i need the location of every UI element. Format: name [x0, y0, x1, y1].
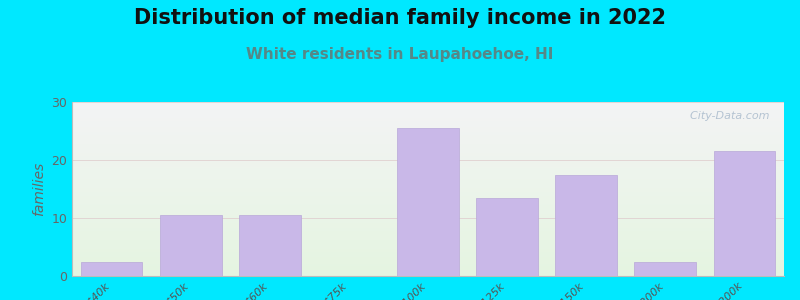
Bar	[714, 151, 775, 276]
Bar	[239, 215, 301, 276]
Bar	[555, 175, 617, 276]
Bar	[81, 262, 142, 276]
Bar	[397, 128, 459, 276]
Text: City-Data.com: City-Data.com	[683, 111, 770, 121]
Y-axis label: families: families	[32, 162, 46, 216]
Bar	[634, 262, 696, 276]
Text: White residents in Laupahoehoe, HI: White residents in Laupahoehoe, HI	[246, 46, 554, 62]
Bar	[160, 215, 222, 276]
Text: Distribution of median family income in 2022: Distribution of median family income in …	[134, 8, 666, 28]
Bar	[476, 198, 538, 276]
